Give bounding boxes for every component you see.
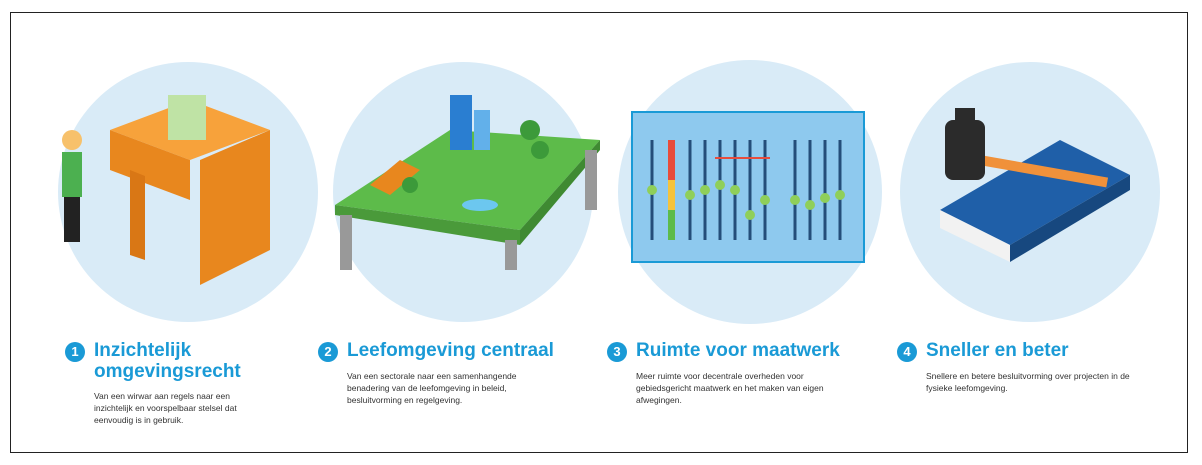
feature-title: Sneller en beter bbox=[926, 340, 1069, 361]
feature-description: Van een wirwar aan regels naar een inzic… bbox=[94, 390, 254, 426]
illustrations bbox=[0, 0, 1202, 340]
feature-item: 1 Inzichtelijk omgevingsrecht Van een wirw… bbox=[65, 340, 255, 426]
feature-heading: 2 Leefomgeving centraal bbox=[318, 340, 578, 362]
feature-description: Van een sectorale naar een samenhangende… bbox=[347, 370, 552, 406]
feature-number: 1 bbox=[65, 342, 85, 362]
feature-number: 2 bbox=[318, 342, 338, 362]
feature-heading: 3 Ruimte voor maatwerk bbox=[607, 340, 867, 362]
feature-number: 4 bbox=[897, 342, 917, 362]
feature-title: Ruimte voor maatwerk bbox=[636, 340, 840, 361]
page: 1 Inzichtelijk omgevingsrecht Van een wirw… bbox=[0, 0, 1202, 465]
feature-heading: 4 Sneller en beter bbox=[897, 340, 1157, 362]
feature-description: Meer ruimte voor decentrale overheden vo… bbox=[636, 370, 841, 406]
feature-item: 4 Sneller en beter Snellere en betere besl… bbox=[897, 340, 1157, 394]
feature-heading: 1 Inzichtelijk omgevingsrecht bbox=[65, 340, 255, 382]
mixer-illustration bbox=[632, 112, 864, 262]
feature-title: Leefomgeving centraal bbox=[347, 340, 554, 361]
feature-number: 3 bbox=[607, 342, 627, 362]
feature-item: 3 Ruimte voor maatwerk Meer ruimte voor de… bbox=[607, 340, 867, 406]
feature-description: Snellere en betere besluitvorming over p… bbox=[926, 370, 1131, 394]
feature-title: Inzichtelijk omgevingsrecht bbox=[94, 340, 244, 382]
feature-item: 2 Leefomgeving centraal Van een sectorale … bbox=[318, 340, 578, 406]
